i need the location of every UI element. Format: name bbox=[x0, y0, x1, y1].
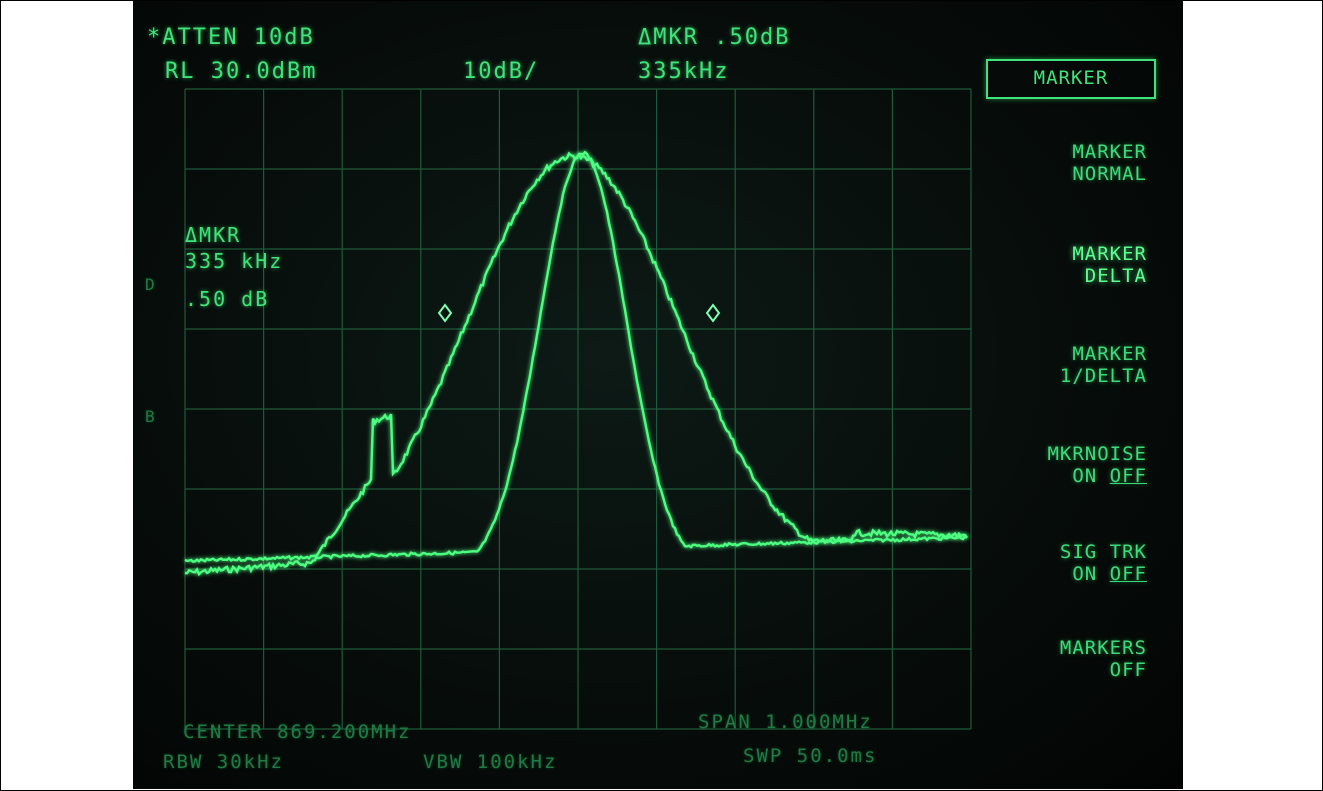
marker-readout-frequency: 335 kHz bbox=[185, 249, 284, 273]
scale-readout: 10dB/ bbox=[463, 59, 540, 84]
sweep-time-readout: SWP 50.0ms bbox=[743, 745, 878, 767]
reference-level-readout: RL 30.0dBm bbox=[165, 59, 318, 84]
wide-signal-trace bbox=[184, 151, 968, 577]
left-edge-mark-d: D bbox=[145, 275, 157, 294]
softkey-signal-track-toggle[interactable]: SIG TRK ON OFF bbox=[1059, 541, 1147, 585]
delta-marker-diamond bbox=[705, 303, 721, 323]
marker-menu-title: MARKER bbox=[986, 59, 1156, 99]
reference-marker-diamond bbox=[437, 303, 453, 323]
marker-readout-amplitude: .50 dB bbox=[185, 287, 270, 311]
softkey-marker-1-delta[interactable]: MARKER 1/DELTA bbox=[1059, 343, 1147, 387]
attenuation-readout: *ATTEN 10dB bbox=[147, 25, 315, 50]
softkey-marker-normal[interactable]: MARKER NORMAL bbox=[1072, 141, 1147, 185]
marker-readout-label: ΔMKR bbox=[185, 223, 242, 247]
delta-marker-frequency: 335kHz bbox=[638, 59, 730, 84]
softkey-marker-noise-toggle[interactable]: MKRNOISE ON OFF bbox=[1047, 443, 1147, 487]
narrow-signal-trace bbox=[184, 150, 968, 563]
video-bandwidth-readout: VBW 100kHz bbox=[423, 751, 558, 773]
softkey-marker-delta[interactable]: MARKER DELTA bbox=[1072, 243, 1147, 287]
spectrum-analyzer-screen: *ATTEN 10dB RL 30.0dBm 10dB/ ΔMKR .50dB … bbox=[133, 1, 1183, 789]
softkey-markers-off[interactable]: MARKERS OFF bbox=[1059, 637, 1147, 681]
delta-marker-amplitude: ΔMKR .50dB bbox=[638, 25, 791, 50]
center-frequency-readout: CENTER 869.200MHz bbox=[183, 721, 412, 743]
left-edge-mark-b: B bbox=[145, 407, 157, 426]
span-readout: SPAN 1.000MHz bbox=[698, 711, 873, 733]
resolution-bandwidth-readout: RBW 30kHz bbox=[163, 751, 284, 773]
spectrum-plot bbox=[184, 88, 972, 730]
